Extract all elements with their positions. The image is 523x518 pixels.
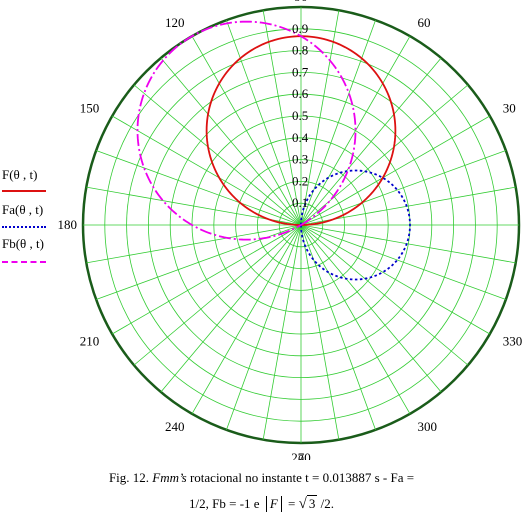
radial-tick-label: 0.7 [292, 64, 309, 79]
grid-spoke-190 [86, 224, 302, 264]
series-curves [136, 20, 411, 281]
caption-italic-term: Fmm’s [152, 470, 187, 485]
grid-spoke-110 [226, 20, 302, 226]
angle-tick-label: 60 [418, 15, 431, 30]
angle-tick-label: 90 [295, 0, 308, 4]
series-curve-2 [136, 20, 357, 241]
angle-tick-label: 180 [58, 217, 78, 232]
radial-tick-label: 0.1 [292, 195, 308, 210]
radial-tick-label: 0.5 [292, 108, 308, 123]
caption-line2-suffix: /2. [317, 496, 334, 511]
grid-spoke-120 [191, 36, 302, 226]
grid-spoke-130 [160, 57, 302, 226]
radial-tick-labels: 0.1 0.2 0.3 0.4 0.5 0.6 0.7 0.8 0.9 [292, 21, 309, 210]
legend-entry-f: F(θ , t) [2, 167, 62, 183]
radial-tick-label: 0.6 [292, 86, 309, 101]
grid-spoke-280 [300, 224, 340, 440]
caption-prefix: Fig. 12. [108, 470, 153, 485]
grid-spoke-230 [160, 224, 302, 393]
grid-spoke-320 [300, 224, 469, 366]
grid-spoke-340 [300, 224, 506, 300]
series-curve-1 [300, 169, 411, 281]
legend-entry-fb: Fb(θ , t) [2, 236, 62, 252]
angle-tick-label: 270 [291, 450, 311, 460]
grid-spoke-40 [300, 84, 469, 226]
grid-spoke-250 [226, 224, 302, 430]
radial-tick-label: 0.9 [292, 21, 308, 36]
legend-label-fa: Fa(θ , t) [2, 202, 44, 217]
polar-plot: 0.10.20.30.40.50.60.70.80.9 030609012015… [58, 0, 523, 460]
caption-line2-prefix: 1/2, Fb = -1 e [189, 496, 263, 511]
legend-label-fb: Fb(θ , t) [2, 236, 44, 251]
grid-spoke-310 [300, 224, 442, 393]
grid-spoke-100 [262, 10, 302, 226]
caption-sqrt: √ 3 [298, 495, 318, 512]
radial-tick-label: 0.4 [292, 130, 309, 145]
angle-axis-label: θ [298, 452, 304, 460]
grid-spoke-330 [300, 224, 490, 335]
legend-swatch-fb [2, 261, 46, 263]
legend-swatch-f [2, 190, 46, 192]
grid-spoke-160 [96, 150, 302, 226]
caption-eq: = [284, 496, 299, 511]
grid-spoke-260 [262, 224, 302, 440]
caption-suffix: rotacional no instante t = 0.013887 s - … [186, 470, 415, 485]
angle-tick-label: 300 [418, 419, 438, 434]
grid-spoke-220 [133, 224, 302, 366]
caption-sqrt-arg: 3 [306, 495, 318, 511]
caption-abs-f: F [265, 496, 282, 512]
grid-spoke-210 [112, 224, 302, 335]
grid-spoke-350 [300, 224, 516, 264]
grid-spoke-80 [300, 10, 340, 226]
grid-spoke-50 [300, 57, 442, 226]
legend-swatch-fa [2, 226, 46, 228]
grid-spoke-300 [300, 224, 411, 414]
figure-caption-line-1: Fig. 12. Fmm’s rotacional no instante t … [0, 470, 523, 486]
angle-tick-label: 120 [165, 15, 185, 30]
angle-tick-label: 210 [80, 334, 100, 349]
angle-tick-label: 30 [503, 101, 516, 116]
grid-spoke-140 [133, 84, 302, 226]
angle-tick-label: 150 [80, 101, 100, 116]
radial-tick-label: 0.8 [292, 43, 308, 58]
grid-spoke-240 [191, 224, 302, 414]
angle-tick-label: 240 [165, 419, 185, 434]
legend-label-f: F(θ , t) [2, 167, 38, 182]
grid-spoke-60 [300, 36, 411, 226]
figure-caption-line-2: 1/2, Fb = -1 e F = √ 3 /2. [0, 495, 523, 513]
angle-tick-labels: 0306090120150180210240270300330 [58, 0, 523, 460]
grid-spoke-20 [300, 150, 506, 226]
radial-tick-label: 0.2 [292, 173, 308, 188]
angle-tick-label: 330 [503, 334, 523, 349]
grid-spoke-30 [300, 115, 490, 226]
radial-tick-label: 0.3 [292, 152, 308, 167]
grid-spoke-150 [112, 115, 302, 226]
legend-entry-fa: Fa(θ , t) [2, 202, 62, 218]
